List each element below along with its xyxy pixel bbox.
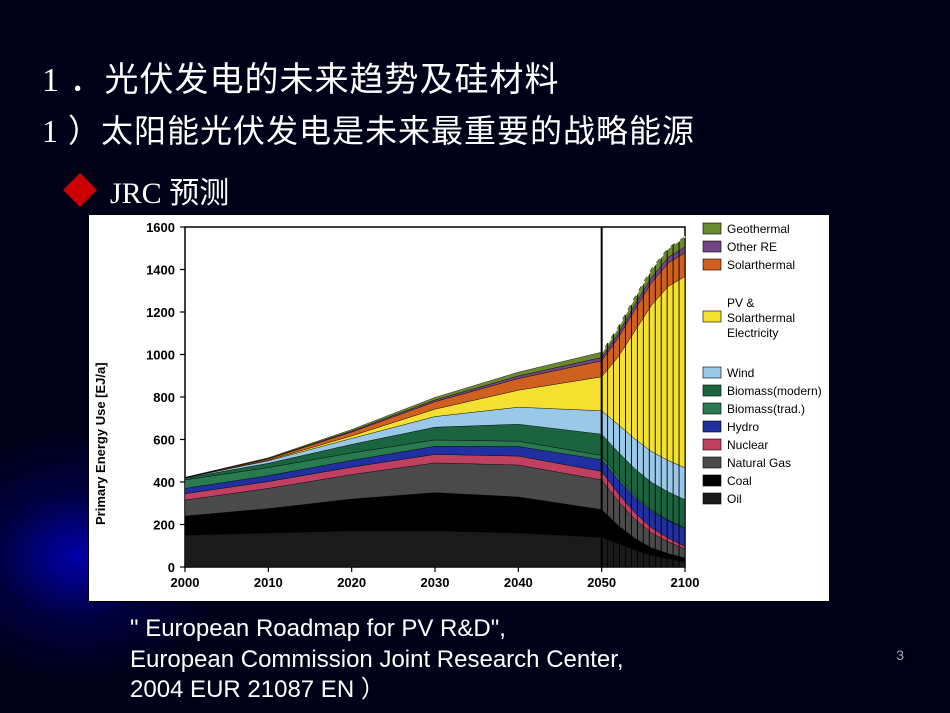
svg-text:2100: 2100 bbox=[671, 575, 700, 590]
svg-text:Other RE: Other RE bbox=[727, 240, 777, 254]
svg-text:Electricity: Electricity bbox=[727, 326, 778, 340]
svg-text:400: 400 bbox=[153, 475, 175, 490]
svg-text:Biomass(trad.): Biomass(trad.) bbox=[727, 402, 805, 416]
svg-text:1400: 1400 bbox=[146, 263, 175, 278]
svg-text:Biomass(modern): Biomass(modern) bbox=[727, 384, 822, 398]
svg-text:2030: 2030 bbox=[421, 575, 450, 590]
bullet-text: JRC 预测 bbox=[110, 168, 229, 212]
chart-svg: 0 200 400 600 800 1000 1200 1400 1600 2000 2010 202… bbox=[89, 215, 829, 601]
svg-text:2010: 2010 bbox=[254, 575, 283, 590]
svg-text:1200: 1200 bbox=[146, 305, 175, 320]
diamond-icon bbox=[63, 173, 97, 207]
svg-text:Wind: Wind bbox=[727, 366, 754, 380]
svg-text:800: 800 bbox=[153, 390, 175, 405]
svg-text:2000: 2000 bbox=[171, 575, 200, 590]
svg-text:1000: 1000 bbox=[146, 348, 175, 363]
svg-text:Natural Gas: Natural Gas bbox=[727, 456, 791, 470]
svg-text:Oil: Oil bbox=[727, 492, 742, 506]
svg-text:0: 0 bbox=[168, 560, 175, 575]
citation-line-2: European Commission Joint Research Cente… bbox=[130, 645, 624, 676]
energy-chart: Primary Energy Use [EJ/a] 02004006008001… bbox=[88, 214, 830, 602]
svg-text:Nuclear: Nuclear bbox=[727, 438, 768, 452]
svg-text:2040: 2040 bbox=[504, 575, 533, 590]
svg-text:2050: 2050 bbox=[587, 575, 616, 590]
svg-text:1600: 1600 bbox=[146, 220, 175, 235]
heading-1: 1 ．光伏发电的未来趋势及硅材料 bbox=[42, 52, 560, 101]
svg-text:Solarthermal: Solarthermal bbox=[727, 311, 795, 325]
citation: " European Roadmap for PV R&D", European… bbox=[130, 614, 624, 706]
svg-text:PV &: PV & bbox=[727, 296, 754, 310]
citation-line-3: 2004 EUR 21087 EN ） bbox=[130, 675, 624, 706]
svg-text:Hydro: Hydro bbox=[727, 420, 759, 434]
svg-text:Solarthermal: Solarthermal bbox=[727, 258, 795, 272]
svg-text:Coal: Coal bbox=[727, 474, 752, 488]
bullet-row: JRC 预测 bbox=[68, 168, 229, 212]
svg-text:2020: 2020 bbox=[337, 575, 366, 590]
svg-text:Geothermal: Geothermal bbox=[727, 222, 790, 236]
page-number: 3 bbox=[896, 647, 904, 663]
svg-text:200: 200 bbox=[153, 518, 175, 533]
heading-2: 1 ）太阳能光伏发电是未来最重要的战略能源 bbox=[42, 106, 695, 152]
citation-line-1: " European Roadmap for PV R&D", bbox=[130, 614, 624, 645]
svg-text:600: 600 bbox=[153, 433, 175, 448]
